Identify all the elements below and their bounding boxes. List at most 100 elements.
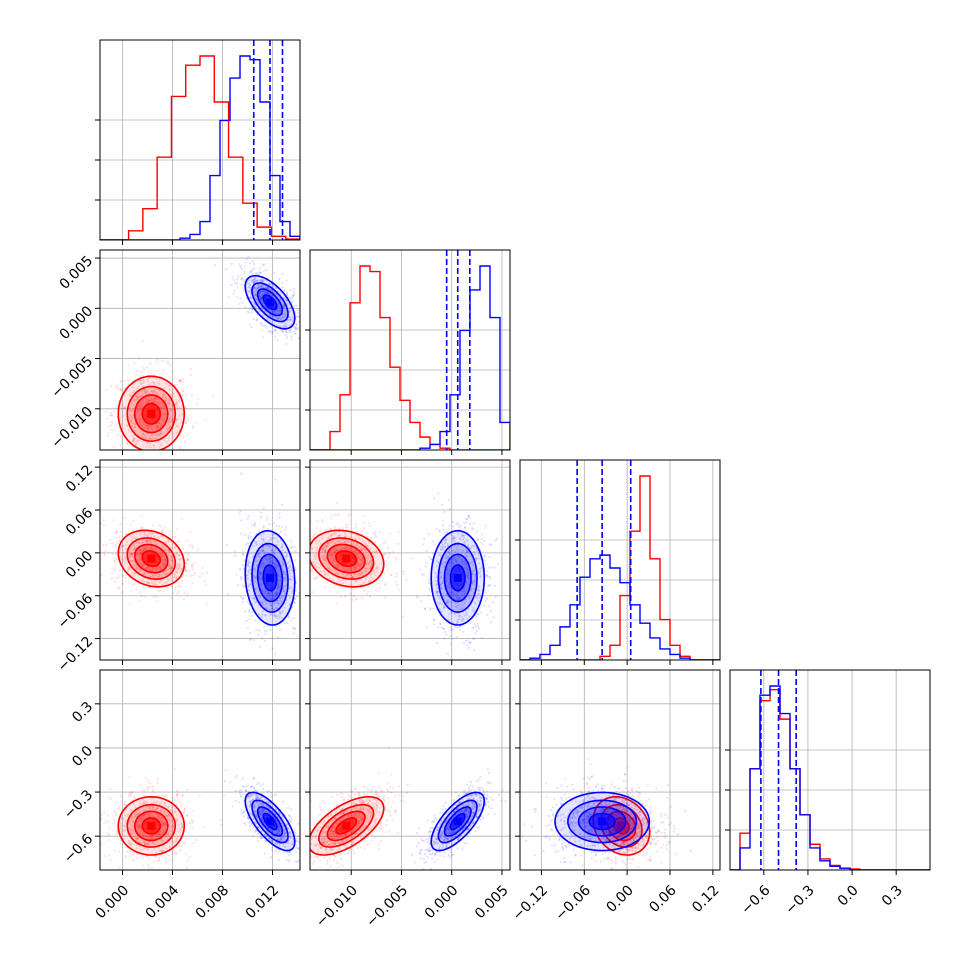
scatter-point [268, 594, 271, 597]
scatter-point [303, 561, 305, 563]
scatter-point [261, 290, 264, 293]
scatter-point [236, 584, 240, 587]
scatter-point [128, 565, 131, 568]
scatter-point [261, 601, 264, 604]
scatter-point [278, 317, 281, 320]
scatter-point [183, 441, 187, 444]
scatter-point [144, 538, 148, 541]
scatter-point [265, 326, 268, 329]
scatter-point [132, 404, 135, 407]
scatter-point [242, 288, 245, 292]
scatter-point [286, 621, 289, 624]
scatter-point [236, 282, 239, 285]
scatter-point [141, 402, 144, 405]
scatter-point [176, 407, 179, 410]
scatter-point [156, 777, 159, 780]
scatter-point [145, 567, 148, 570]
scatter-point [178, 558, 182, 561]
scatter-point [148, 425, 151, 428]
scatter-point [258, 645, 261, 648]
scatter-point [115, 557, 118, 560]
scatter-point [170, 567, 173, 570]
scatter-point [120, 407, 124, 410]
scatter-point [282, 563, 285, 566]
scatter-point [135, 532, 139, 535]
scatter-point [262, 263, 266, 266]
scatter-point [305, 563, 307, 565]
scatter-point [285, 342, 288, 346]
scatter-point [354, 598, 357, 601]
scatter-point [175, 789, 179, 792]
scatter-point [396, 584, 399, 587]
scatter-point [146, 786, 149, 789]
panel-content [100, 255, 300, 473]
scatter-point [305, 574, 307, 576]
scatter-point [180, 567, 184, 571]
scatter-point [150, 531, 153, 534]
scatter-point [178, 566, 181, 569]
scatter-point [143, 388, 146, 391]
scatter-point [140, 515, 143, 518]
scatter-point [277, 317, 280, 320]
scatter-point [179, 570, 182, 573]
scatter-point [288, 565, 291, 568]
scatter-point [265, 291, 269, 294]
scatter-point [254, 287, 257, 290]
scatter-point [260, 285, 263, 288]
scatter-point [449, 626, 452, 629]
scatter-point [134, 443, 137, 446]
scatter-point [281, 313, 285, 316]
scatter-point [431, 540, 434, 543]
scatter-point [293, 601, 297, 604]
scatter-point [160, 419, 163, 422]
scatter-point [258, 555, 261, 558]
scatter-point [491, 566, 494, 569]
scatter-point [278, 310, 281, 313]
scatter-point [479, 541, 482, 544]
scatter-point [146, 565, 149, 569]
scatter-point [170, 559, 174, 562]
scatter-point [179, 585, 182, 588]
scatter-point [160, 555, 163, 558]
scatter-point [172, 560, 175, 563]
scatter-point [176, 405, 179, 408]
scatter-point [118, 806, 121, 809]
scatter-point [283, 310, 287, 313]
scatter-point [111, 577, 114, 580]
scatter-point [467, 646, 470, 649]
scatter-point [165, 397, 168, 400]
scatter-point [258, 267, 261, 270]
scatter-point [178, 406, 181, 410]
scatter-point [170, 566, 173, 569]
scatter-point [133, 423, 136, 426]
scatter-point [96, 570, 98, 572]
scatter-point [91, 810, 93, 812]
scatter-point [295, 530, 297, 532]
scatter-point [159, 580, 162, 583]
scatter-point [131, 416, 135, 419]
scatter-point [143, 471, 145, 473]
scatter-point [277, 599, 280, 602]
scatter-point [136, 552, 139, 555]
scatter-point [254, 279, 257, 282]
scatter-point [288, 309, 291, 312]
scatter-point [273, 564, 277, 567]
scatter-point [175, 570, 179, 573]
scatter-point [277, 602, 280, 605]
scatter-point [193, 561, 196, 564]
scatter-point [172, 572, 175, 576]
scatter-point [253, 294, 256, 297]
scatter-point [243, 272, 246, 275]
scatter-point [276, 587, 279, 590]
scatter-point [159, 402, 162, 405]
scatter-point [264, 291, 267, 294]
scatter-point [270, 552, 273, 555]
scatter-point [271, 597, 274, 600]
scatter-point [123, 453, 125, 455]
scatter-point [140, 382, 143, 385]
scatter-point [134, 430, 137, 433]
scatter-point [258, 272, 262, 275]
scatter-point [171, 420, 174, 423]
scatter-point [388, 551, 391, 554]
scatter-point [153, 860, 156, 864]
